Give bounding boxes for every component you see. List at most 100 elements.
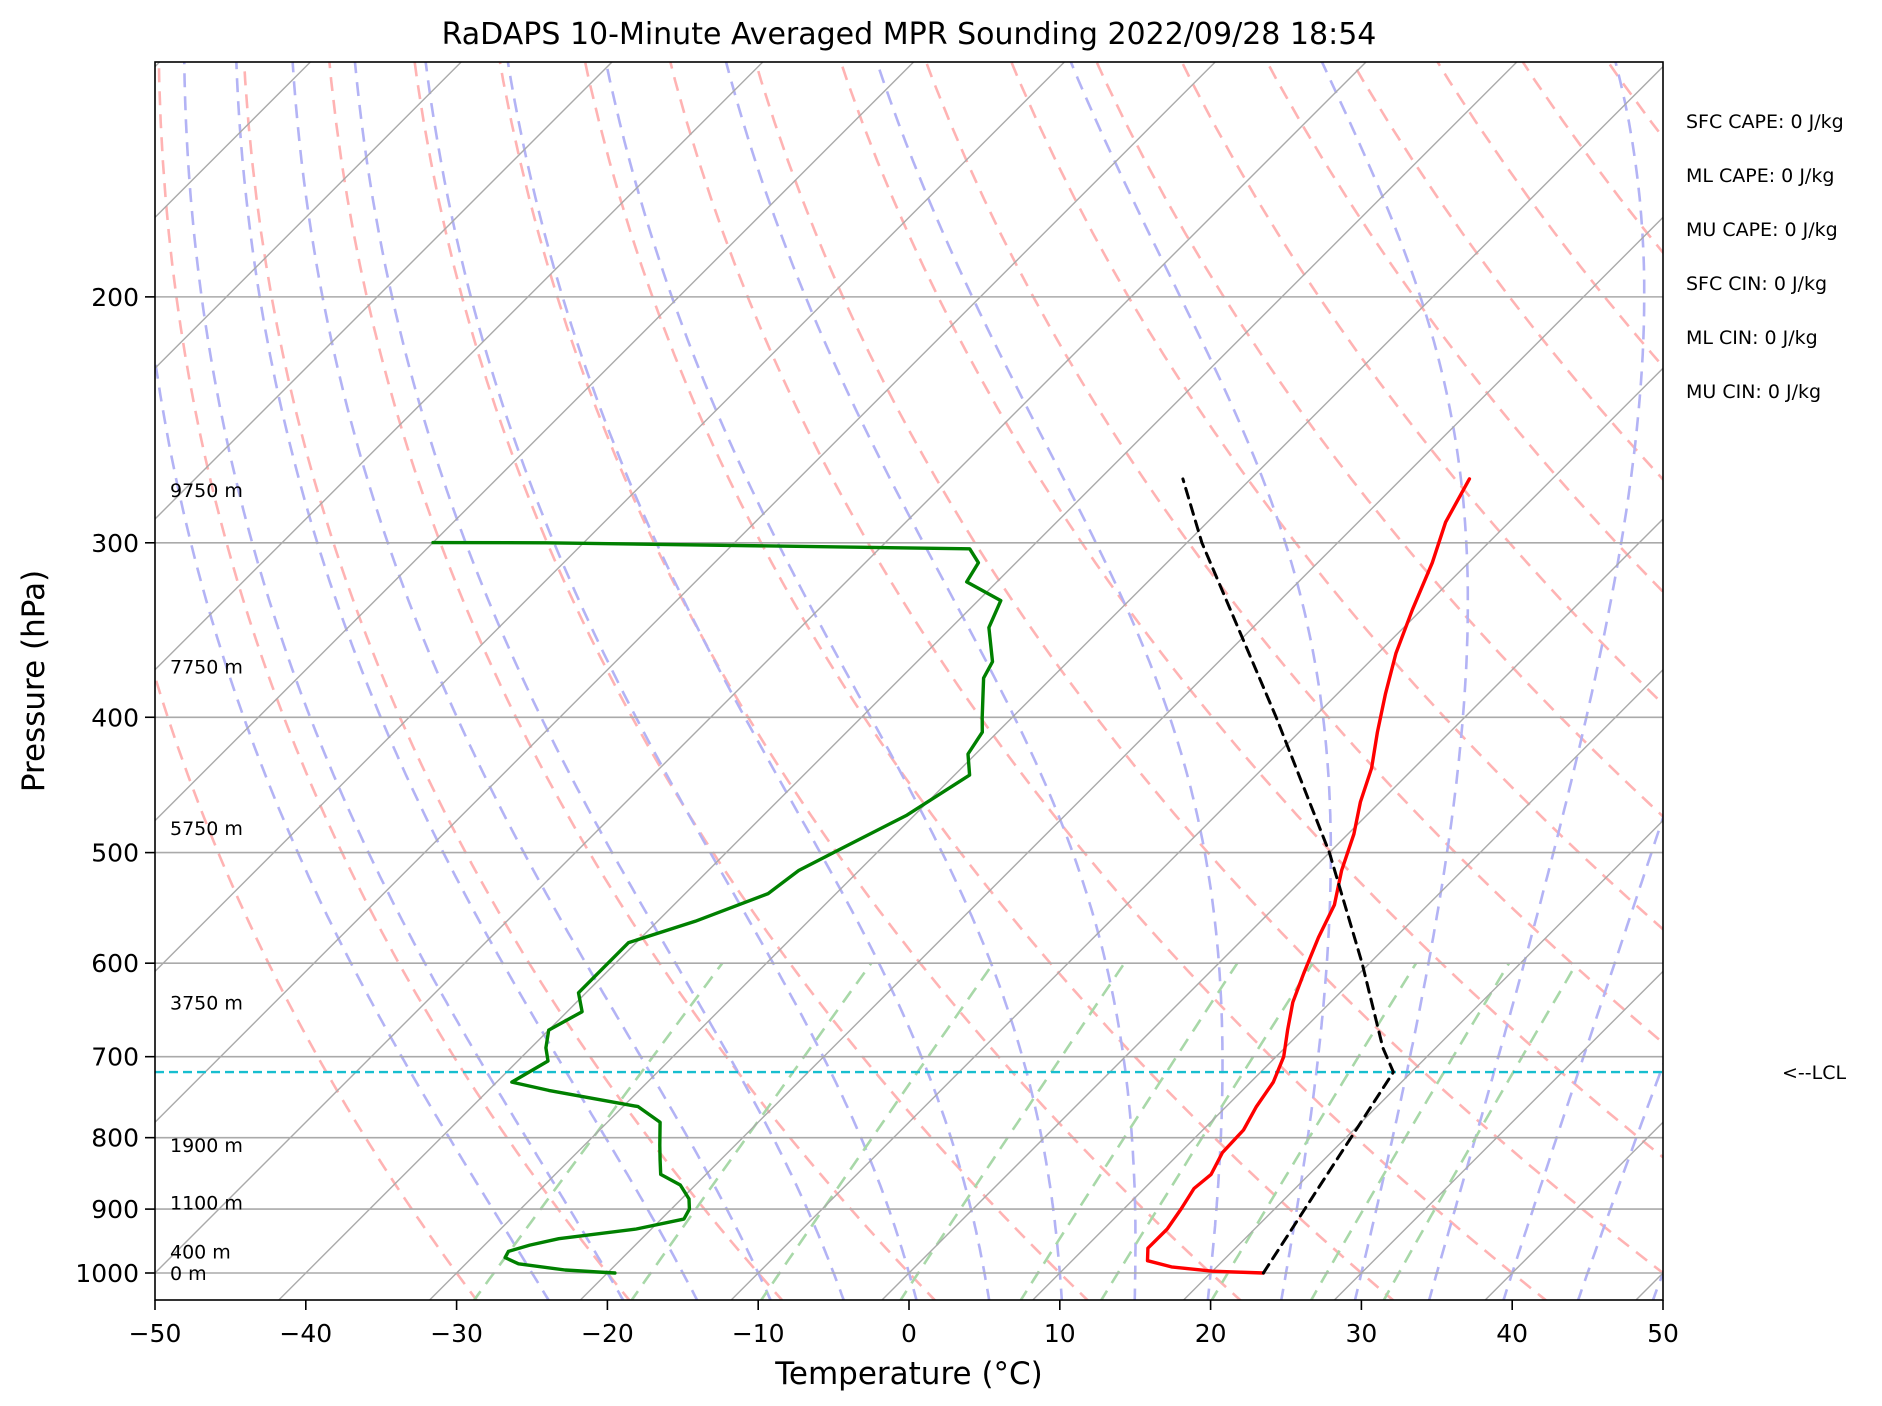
y-tick-label: 600 bbox=[91, 949, 139, 978]
dry-adiabat bbox=[839, 62, 1663, 1159]
x-tick-label: −30 bbox=[430, 1319, 483, 1348]
isotherm-line bbox=[1484, 1121, 1663, 1300]
mixing-ratio-line bbox=[759, 962, 995, 1300]
x-axis-label: Temperature (°C) bbox=[774, 1356, 1043, 1392]
isotherm-line bbox=[155, 62, 915, 822]
mixing-ratio-line bbox=[1210, 962, 1418, 1300]
isotherm-line bbox=[155, 62, 1367, 1274]
moist-adiabat bbox=[353, 62, 846, 1300]
index-text: SFC CAPE: 0 J/kg bbox=[1686, 111, 1844, 133]
x-tick-label: −40 bbox=[279, 1319, 332, 1348]
index-text: SFC CIN: 0 J/kg bbox=[1686, 273, 1827, 295]
height-label: 1100 m bbox=[170, 1192, 243, 1214]
mixing-ratio-line bbox=[1099, 962, 1314, 1300]
dry-adiabat bbox=[924, 62, 1663, 1045]
x-tick-label: −20 bbox=[581, 1319, 634, 1348]
y-tick-label: 500 bbox=[91, 839, 139, 868]
dry-adiabat bbox=[669, 62, 1548, 1300]
isotherm-line bbox=[1333, 970, 1663, 1300]
y-tick-label: 200 bbox=[91, 283, 139, 312]
moist-adiabat bbox=[182, 62, 625, 1300]
isotherm-line bbox=[155, 62, 613, 520]
isotherm-line bbox=[1635, 1272, 1663, 1300]
isotherm-line bbox=[155, 62, 1217, 1124]
moist-adiabat bbox=[1427, 62, 1646, 1300]
height-label: 400 m bbox=[170, 1241, 231, 1263]
moist-adiabat bbox=[724, 62, 1137, 1300]
isotherm-line bbox=[1031, 668, 1663, 1300]
mixing-ratio-line bbox=[630, 962, 873, 1300]
isotherm-line bbox=[579, 216, 1663, 1300]
moist-adiabat bbox=[1502, 813, 1663, 1300]
isotherm-line bbox=[1182, 819, 1663, 1300]
height-label: 1900 m bbox=[170, 1135, 243, 1157]
isotherm-line bbox=[428, 65, 1663, 1300]
x-ticks: −50 −40 −30 −20 −10 0 10 20 30 40 50 bbox=[129, 1300, 1679, 1348]
index-text: MU CIN: 0 J/kg bbox=[1686, 381, 1821, 403]
moist-adiabat bbox=[1651, 1269, 1663, 1300]
y-tick-label: 300 bbox=[91, 529, 139, 558]
dry-adiabat bbox=[1648, 0, 1882, 1303]
dry-adiabat bbox=[1606, 62, 1663, 140]
height-label: 5750 m bbox=[170, 818, 243, 840]
dry-adiabat bbox=[1726, 0, 1882, 1303]
moist-adiabat bbox=[291, 62, 772, 1300]
x-tick-label: −50 bbox=[129, 1319, 182, 1348]
isotherm-line bbox=[155, 62, 764, 671]
y-tick-label: 1000 bbox=[75, 1259, 139, 1288]
indices-panel: SFC CAPE: 0 J/kg ML CAPE: 0 J/kg MU CAPE: … bbox=[1686, 111, 1844, 403]
x-tick-label: −10 bbox=[732, 1319, 785, 1348]
series-lines bbox=[431, 477, 1472, 1275]
dry-adiabat bbox=[583, 62, 1395, 1300]
temperature-line bbox=[1145, 477, 1472, 1275]
dry-adiabat bbox=[242, 62, 784, 1300]
index-text: ML CAPE: 0 J/kg bbox=[1686, 165, 1834, 187]
lcl-label: <--LCL bbox=[1782, 1062, 1846, 1084]
dry-adiabat bbox=[1804, 0, 1882, 1303]
dry-adiabat bbox=[413, 62, 1090, 1300]
mixing-ratio-line bbox=[1382, 962, 1578, 1300]
moist-adiabat bbox=[506, 62, 991, 1300]
parcel-path-line bbox=[1181, 477, 1395, 1275]
dewpoint-line bbox=[431, 540, 1003, 1275]
moist-adiabat bbox=[235, 62, 699, 1300]
moist-adiabat bbox=[1069, 62, 1333, 1300]
chart-title: RaDAPS 10-Minute Averaged MPR Sounding 2… bbox=[442, 17, 1377, 52]
mixing-ratio-line bbox=[1019, 962, 1239, 1300]
x-tick-label: 0 bbox=[901, 1319, 917, 1348]
dry-adiabat bbox=[1436, 62, 1663, 369]
y-axis-label: Pressure (hPa) bbox=[16, 570, 52, 792]
isotherm-line bbox=[155, 62, 463, 370]
grid-lines bbox=[155, 62, 1663, 1300]
dry-adiabat bbox=[1095, 62, 1663, 819]
isotherm-line bbox=[155, 62, 1066, 973]
height-label: 0 m bbox=[170, 1263, 207, 1285]
dry-adiabat bbox=[157, 62, 631, 1300]
moist-adiabat bbox=[604, 62, 1064, 1300]
isotherm-line bbox=[881, 518, 1663, 1300]
isotherm-line bbox=[730, 367, 1663, 1300]
dry-adiabat bbox=[498, 62, 1243, 1300]
height-label: 3750 m bbox=[170, 992, 243, 1014]
height-label: 7750 m bbox=[170, 657, 243, 679]
y-tick-label: 900 bbox=[91, 1195, 139, 1224]
height-label: 9750 m bbox=[170, 480, 243, 502]
dry-adiabat bbox=[1265, 62, 1663, 594]
moist-adiabat bbox=[1576, 1061, 1663, 1300]
index-text: ML CIN: 0 J/kg bbox=[1686, 327, 1818, 349]
y-tick-label: 700 bbox=[91, 1043, 139, 1072]
y-tick-label: 400 bbox=[91, 703, 139, 732]
x-tick-label: 20 bbox=[1195, 1319, 1227, 1348]
moist-adiabat bbox=[155, 350, 551, 1300]
x-tick-label: 10 bbox=[1044, 1319, 1076, 1348]
dry-adiabat bbox=[155, 672, 479, 1300]
isotherm-line bbox=[155, 62, 312, 219]
moist-adiabat bbox=[424, 62, 918, 1300]
background-lines bbox=[155, 0, 1882, 1303]
isotherm-line bbox=[277, 62, 1518, 1300]
mixing-ratio-line bbox=[899, 962, 1126, 1300]
x-tick-label: 40 bbox=[1496, 1319, 1528, 1348]
mixing-ratio-line bbox=[1309, 962, 1511, 1300]
